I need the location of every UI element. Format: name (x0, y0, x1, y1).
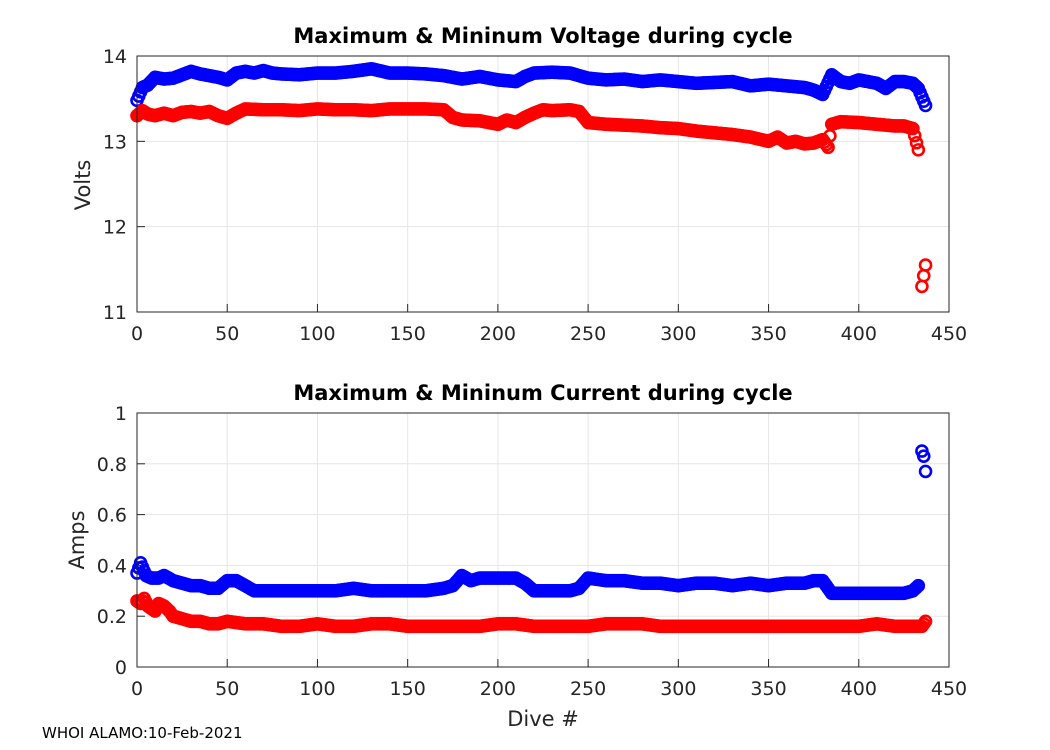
voltage-x-tick-label: 250 (570, 323, 606, 345)
current-series-minimum (130, 591, 933, 634)
voltage-y-tick-label: 14 (103, 46, 127, 68)
voltage-minimum-point (906, 121, 920, 136)
current-y-tick-label: 0.4 (97, 555, 127, 577)
current-chart-title: Maximum & Mininum Current during cycle (293, 381, 792, 405)
voltage-x-tick-label: 0 (131, 323, 143, 345)
voltage-x-tick-label: 100 (299, 323, 335, 345)
current-axes-box (136, 412, 950, 668)
voltage-minimum-point (918, 258, 933, 272)
voltage-x-tick-label: 300 (660, 323, 696, 345)
voltage-y-tick-label: 11 (103, 302, 127, 324)
voltage-x-tick-label: 50 (215, 323, 239, 345)
current-x-tick-label: 150 (390, 678, 426, 700)
voltage-x-tick-label: 400 (841, 323, 877, 345)
voltage-axes-box (136, 55, 950, 313)
current-x-tick-label: 350 (750, 678, 786, 700)
voltage-maximum-point (918, 98, 933, 113)
current-y-tick-label: 0 (115, 657, 127, 679)
current-x-tick-label: 0 (131, 678, 143, 700)
current-x-tick-label: 200 (480, 678, 516, 700)
voltage-y-tick-label: 13 (103, 131, 127, 153)
voltage-y-tick-label: 12 (103, 217, 127, 239)
voltage-chart-title: Maximum & Mininum Voltage during cycle (293, 24, 792, 48)
current-x-tick-label: 450 (931, 678, 967, 700)
current-x-tick-label: 400 (841, 678, 877, 700)
voltage-x-tick-label: 350 (750, 323, 786, 345)
voltage-minimum-marker (909, 135, 924, 150)
voltage-minimum-marker (916, 268, 931, 283)
current-maximum-point (916, 449, 931, 463)
current-x-tick-label: 250 (570, 678, 606, 700)
voltage-series-maximum (130, 62, 933, 113)
footer-caption: WHOI ALAMO:10-Feb-2021 (42, 724, 243, 742)
current-minimum-point (918, 614, 933, 629)
voltage-x-tick-label: 450 (931, 323, 967, 345)
voltage-y-axis-label: Volts (71, 160, 95, 211)
current-maximum-point (918, 464, 933, 479)
voltage-x-tick-label: 200 (480, 323, 516, 345)
current-series-maximum (130, 444, 933, 601)
current-x-tick-label: 50 (215, 678, 239, 700)
current-x-axis-label: Dive # (507, 707, 579, 731)
voltage-minimum-point (911, 143, 926, 157)
voltage-series-minimum (130, 102, 933, 294)
current-y-tick-label: 1 (115, 403, 127, 425)
current-chart: Maximum & Mininum Current during cycle A… (65, 381, 967, 731)
current-y-axis-label: Amps (65, 510, 89, 569)
voltage-chart: Maximum & Mininum Voltage during cycle V… (71, 24, 967, 345)
current-y-tick-label: 0.2 (97, 606, 127, 628)
voltage-minimum-marker (907, 128, 922, 143)
voltage-minimum-point (915, 279, 929, 294)
current-x-tick-label: 100 (299, 678, 335, 700)
current-y-tick-label: 0.6 (97, 505, 127, 527)
current-x-tick-label: 300 (660, 678, 696, 700)
voltage-x-tick-label: 150 (390, 323, 426, 345)
current-y-tick-label: 0.8 (97, 454, 127, 476)
current-maximum-point (911, 578, 926, 593)
